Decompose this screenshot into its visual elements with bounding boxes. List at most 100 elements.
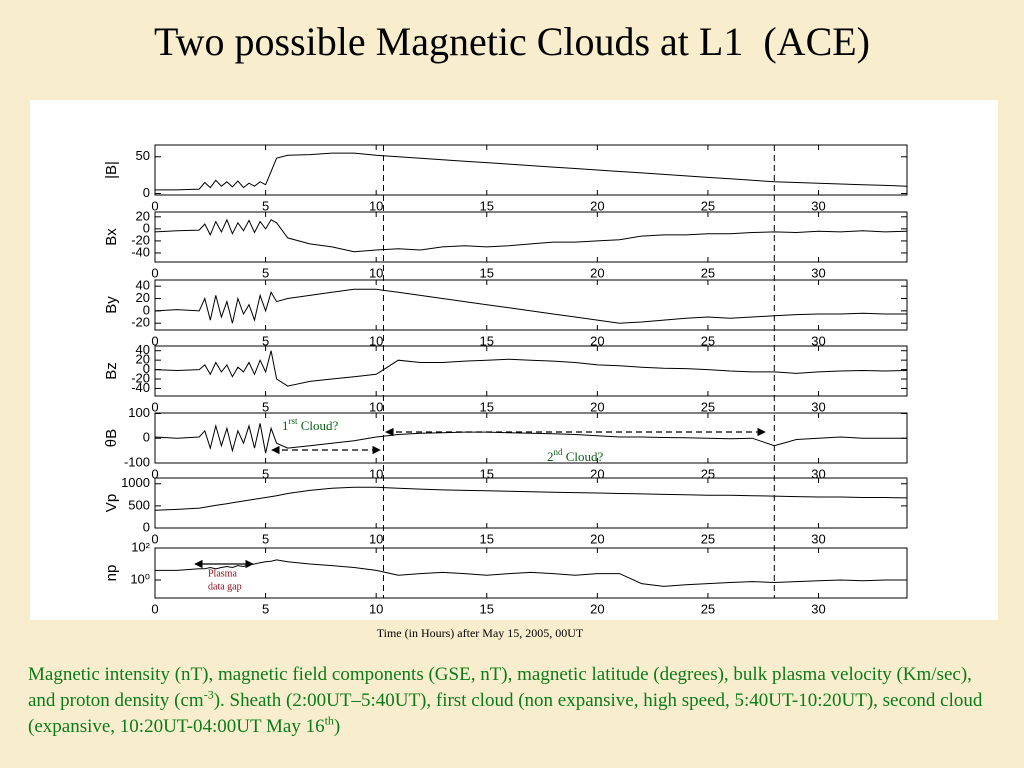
data-line	[154, 486, 908, 511]
x-tick-label: 30	[811, 198, 825, 213]
caption-superscript: th	[324, 713, 334, 728]
annotation: 2nd Cloud?	[547, 447, 604, 464]
x-tick-label: 30	[811, 265, 825, 280]
caption: Magnetic intensity (nT), magnetic field …	[28, 662, 996, 740]
x-tick-label: 5	[262, 333, 269, 348]
panel-frame	[154, 211, 908, 263]
caption-text: Magnetic intensity (nT), magnetic field …	[28, 664, 972, 711]
panel-frame	[154, 144, 908, 196]
data-line	[154, 423, 907, 454]
y-axis-label: Bz	[103, 362, 120, 380]
x-tick-label: 0	[151, 198, 158, 213]
y-axis-label: θB	[103, 429, 120, 447]
x-tick-label: 5	[262, 531, 269, 546]
x-tick-label: 5	[262, 265, 269, 280]
x-tick-label: 20	[590, 531, 604, 546]
y-tick-label: 0	[143, 185, 150, 200]
y-tick-label: 0	[143, 361, 150, 376]
x-tick-label: 20	[590, 198, 604, 213]
annotation-text: Cloud?	[298, 418, 339, 433]
caption-text: )	[333, 716, 341, 737]
x-tick-label: 25	[701, 333, 715, 348]
y-tick-label: 20	[136, 208, 150, 223]
annotation-text: Cloud?	[563, 449, 604, 464]
x-tick-label: 30	[811, 399, 825, 414]
x-tick-label: 10	[369, 531, 383, 546]
x-tick-label: 30	[811, 531, 825, 546]
y-tick-label: 0	[143, 430, 150, 445]
x-tick-label: 20	[590, 601, 604, 616]
x-tick-label: 5	[262, 601, 269, 616]
x-tick-label: 0	[151, 333, 158, 348]
y-axis-label: By	[103, 296, 120, 314]
annotation-text: 1	[282, 418, 289, 433]
x-tick-label: 10	[369, 601, 383, 616]
y-tick-label: 10²	[131, 539, 150, 554]
y-axis-label: Bx	[103, 228, 120, 246]
annotation-superscript: nd	[554, 447, 564, 457]
annotation: 1rst Cloud?	[282, 416, 339, 433]
y-tick-label: 0	[143, 302, 150, 317]
plot-background	[30, 100, 998, 620]
slide-title: Two possible Magnetic Clouds at L1 (ACE)	[154, 19, 870, 64]
caption-text: ). Sheath (2:00UT–5:40UT), first cloud (…	[28, 690, 983, 737]
x-tick-label: 25	[701, 601, 715, 616]
y-tick-label: -100	[124, 454, 150, 469]
x-tick-label: 15	[480, 399, 494, 414]
x-tick-label: 0	[151, 531, 158, 546]
x-tick-label: 10	[369, 265, 383, 280]
x-tick-label: 25	[701, 198, 715, 213]
y-tick-label: 40	[136, 278, 150, 293]
data-line	[155, 152, 908, 191]
y-tick-label: 500	[128, 497, 150, 512]
y-tick-label: 10⁰	[130, 571, 150, 586]
x-axis-label: Time (in Hours) after May 15, 2005, 00UT	[377, 626, 584, 640]
panel-frame	[154, 477, 908, 529]
x-tick-label: 5	[262, 198, 269, 213]
x-tick-label: 10	[369, 198, 383, 213]
y-tick-label: -20	[131, 315, 150, 330]
y-tick-label: 50	[136, 148, 150, 163]
x-tick-label: 0	[151, 466, 158, 481]
y-tick-label: 1000	[121, 475, 150, 490]
x-tick-label: 0	[151, 601, 158, 616]
y-tick-label: 0	[143, 519, 150, 534]
y-axis-label: np	[103, 565, 120, 582]
x-tick-label: 5	[262, 399, 269, 414]
panel-frame	[154, 547, 908, 599]
x-tick-label: 15	[480, 531, 494, 546]
chart: Time (in Hours) after May 15, 2005, 00UT…	[30, 100, 998, 640]
data-line	[154, 350, 908, 387]
x-tick-label: 5	[262, 466, 269, 481]
y-tick-label: 0	[143, 220, 150, 235]
y-axis-label: |B|	[103, 161, 120, 179]
data-line	[154, 218, 908, 253]
panel-frame	[154, 279, 908, 331]
data-line	[154, 288, 907, 324]
caption-superscript: -3	[203, 687, 214, 702]
y-tick-label: 40	[136, 342, 150, 357]
x-tick-label: 20	[590, 399, 604, 414]
y-axis-label: Vp	[103, 494, 120, 512]
x-tick-label: 15	[480, 198, 494, 213]
x-tick-label: 15	[480, 333, 494, 348]
x-tick-label: 25	[701, 531, 715, 546]
x-tick-label: 10	[369, 399, 383, 414]
y-tick-label: -20	[131, 232, 150, 247]
data-line	[155, 559, 907, 587]
y-tick-label: -20	[131, 370, 150, 385]
x-tick-label: 10	[369, 333, 383, 348]
x-tick-label: 20	[590, 265, 604, 280]
y-tick-label: 20	[136, 290, 150, 305]
y-tick-label: -40	[131, 244, 150, 259]
x-tick-label: 0	[151, 399, 158, 414]
x-tick-label: 25	[701, 399, 715, 414]
x-tick-label: 25	[701, 265, 715, 280]
annotation-superscript: rst	[289, 416, 298, 426]
annotation-text: 2	[547, 449, 554, 464]
y-tick-label: 100	[128, 405, 150, 420]
y-tick-label: -40	[131, 380, 150, 395]
x-tick-label: 15	[480, 601, 494, 616]
x-tick-label: 0	[151, 265, 158, 280]
